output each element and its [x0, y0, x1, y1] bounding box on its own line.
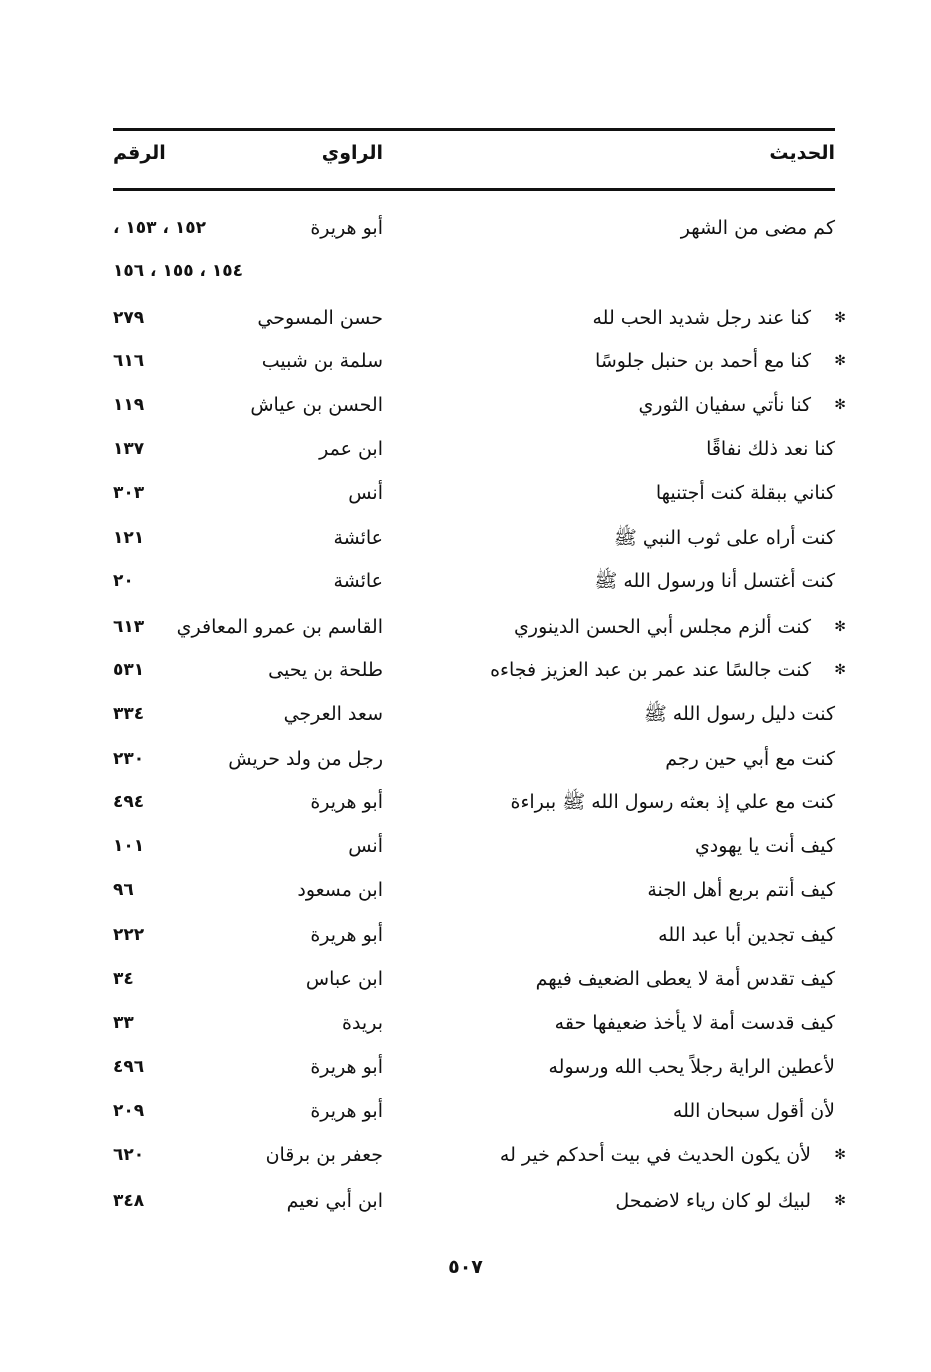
narrator-name: أنس: [348, 835, 383, 857]
hadith-text: كم مضى من الشهر: [680, 217, 835, 239]
hadith-number: ٥٣١: [113, 660, 145, 680]
hadith-number: ٣٤: [113, 969, 134, 989]
narrator-name: ابن أبي نعيم: [286, 1190, 383, 1212]
hadith-text: كنت أراه على ثوب النبي ﷺ: [613, 527, 835, 549]
hadith-text: لأن يكون الحديث في بيت أحدكم خير له: [499, 1144, 811, 1166]
hadith-text: كيف قدست أمة لا يأخذ ضعيفها حقه: [554, 1012, 835, 1034]
header-hadith: الحديث: [769, 142, 835, 164]
star-marker-icon: ✻: [834, 662, 846, 678]
hadith-number: ٣٣٤: [113, 704, 145, 724]
hadith-number: ٦١٣: [113, 617, 145, 637]
header-bottom-rule: [113, 188, 835, 191]
hadith-number: ٣٣: [113, 1013, 134, 1033]
page-number: ٥٠٧: [448, 1256, 483, 1278]
hadith-text: كنت ألزم مجلس أبي الحسن الدينوري: [514, 616, 811, 638]
hadith-text: كنت مع علي إذ بعثه رسول الله ﷺ ببراءة: [510, 791, 835, 813]
star-marker-icon: ✻: [834, 353, 846, 369]
hadith-number: ٣٠٣: [113, 483, 145, 503]
hadith-text: لأعطين الراية رجلاً يحب الله ورسوله: [548, 1056, 835, 1078]
hadith-text: كنت أغتسل أنا ورسول الله ﷺ: [594, 570, 835, 592]
star-marker-icon: ✻: [834, 619, 846, 635]
hadith-number: ٢٠: [113, 571, 134, 591]
hadith-number: ٦١٦: [113, 351, 145, 371]
hadith-number: ٣٤٨: [113, 1191, 145, 1211]
hadith-text: كيف تقدس أمة لا يعطى الضعيف فيهم: [535, 968, 835, 990]
narrator-name: رجل من ولد حريش: [228, 748, 383, 770]
star-marker-icon: ✻: [834, 397, 846, 413]
hadith-text: كيف أنت يا يهودي: [694, 835, 835, 857]
hadith-number: ٢٧٩: [113, 308, 145, 328]
hadith-text: كنا نأتي سفيان الثوري: [638, 394, 811, 416]
hadith-number: ٦٢٠: [113, 1145, 145, 1165]
narrator-name: ابن عباس: [305, 968, 383, 990]
narrator-name: ابن مسعود: [297, 879, 383, 901]
narrator-name: عائشة: [333, 527, 383, 549]
narrator-name: ابن عمر: [319, 438, 383, 460]
star-marker-icon: ✻: [834, 1147, 846, 1163]
hadith-number: ١١٩: [113, 395, 145, 415]
hadith-number: ٢٢٢: [113, 925, 145, 945]
hadith-text: كيف أنتم بربع أهل الجنة: [647, 879, 835, 901]
hadith-number: ٢٣٠: [113, 749, 145, 769]
hadith-text: لأن أقول سبحان الله: [672, 1100, 835, 1122]
narrator-name: أبو هريرة: [310, 1056, 383, 1078]
hadith-number: ١٢١: [113, 528, 145, 548]
narrator-name: سلمة بن شبيب: [261, 350, 383, 372]
hadith-text: كنت جالسًا عند عمر بن عبد العزيز فجاءه: [490, 659, 811, 681]
narrator-name: أبو هريرة: [310, 1100, 383, 1122]
hadith-text: كيف تجدين أبا عبد الله: [658, 924, 835, 946]
hadith-number: ١٣٧: [113, 439, 145, 459]
hadith-text: كنت دليل رسول الله ﷺ: [643, 703, 835, 725]
narrator-name: طلحة بن يحيى: [268, 659, 383, 681]
narrator-name: سعد العرجي: [283, 703, 383, 725]
hadith-text: كنا عند رجل شديد الحب لله: [592, 307, 811, 329]
narrator-name: جعفر بن برقان: [265, 1144, 383, 1166]
narrator-name: أبو هريرة: [310, 791, 383, 813]
hadith-number: ١٠١: [113, 836, 145, 856]
narrator-name: بريدة: [342, 1012, 383, 1034]
star-marker-icon: ✻: [834, 1193, 846, 1209]
narrator-name: أبو هريرة: [310, 217, 383, 239]
hadith-text: كنا مع أحمد بن حنبل جلوسًا: [595, 350, 811, 372]
hadith-text: لبيك لو كان رياء لاضمحل: [615, 1190, 811, 1212]
narrator-name: عائشة: [333, 570, 383, 592]
narrator-name: الحسن بن عياش: [250, 394, 383, 416]
narrator-name: أنس: [348, 482, 383, 504]
hadith-number: ١٥٤ ، ١٥٥ ، ١٥٦: [113, 261, 244, 281]
narrator-name: القاسم بن عمرو المعافري: [176, 616, 383, 638]
hadith-number: ٤٩٦: [113, 1057, 145, 1077]
hadith-number: ١٥٢ ، ١٥٣ ،: [113, 218, 206, 238]
narrator-name: حسن المسوحي: [257, 307, 383, 329]
hadith-number: ٢٠٩: [113, 1101, 145, 1121]
header-narrator: الراوي: [321, 142, 383, 164]
hadith-number: ٤٩٤: [113, 792, 145, 812]
hadith-number: ٩٦: [113, 880, 134, 900]
hadith-text: كناني ببقلة كنت أجتنيها: [655, 482, 835, 504]
narrator-name: أبو هريرة: [310, 924, 383, 946]
star-marker-icon: ✻: [834, 310, 846, 326]
header-top-rule: [113, 128, 835, 131]
hadith-text: كنا نعد ذلك نفاقًا: [706, 438, 835, 460]
header-number: الرقم: [113, 142, 166, 164]
hadith-text: كنت مع أبي حين رجم: [665, 748, 835, 770]
